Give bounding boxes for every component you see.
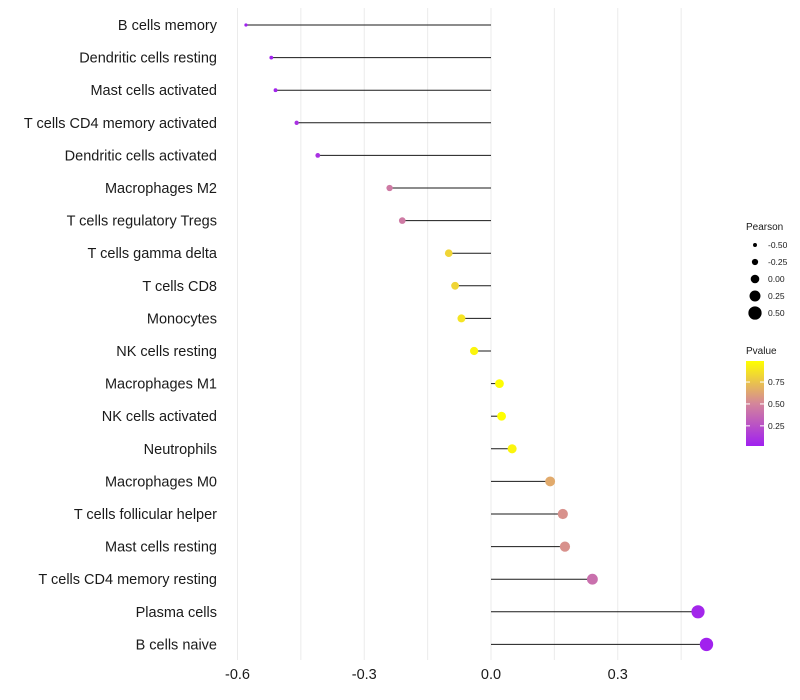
point-3 [294,120,299,125]
category-label-14: Macrophages M0 [105,474,217,490]
legend-pvalue-label-0: 0.25 [768,421,785,431]
category-label-4: Dendritic cells activated [65,148,217,164]
category-label-7: T cells gamma delta [88,246,218,262]
x-tick-label-2: 0.0 [481,667,501,683]
legend-pvalue: Pvalue 0.25 0.50 0.75 [746,346,785,446]
point-9 [457,314,466,323]
grid-lines [237,8,682,660]
category-label-11: Macrophages M1 [105,377,217,393]
lollipop-points [244,23,714,652]
legend-pearson-title: Pearson [746,222,783,233]
category-label-17: T cells CD4 memory resting [38,572,217,588]
category-label-12: NK cells activated [102,409,217,425]
category-label-16: Mast cells resting [105,540,217,556]
legend-pearson-key-0 [753,243,757,247]
category-label-10: NK cells resting [116,344,217,360]
category-label-18: Plasma cells [136,605,217,621]
point-18 [691,605,705,619]
point-4 [315,153,321,158]
legend-pvalue-label-1: 0.50 [768,399,785,409]
point-14 [545,476,556,487]
legend-pearson-label-1: -0.25 [768,257,788,267]
legend-pearson-label-3: 0.25 [768,291,785,301]
legend-pearson-key-2 [750,274,760,284]
point-2 [273,88,278,93]
legend-pearson-key-4 [748,306,762,320]
legend-pearson-label-0: -0.50 [768,240,788,250]
category-label-1: Dendritic cells resting [79,51,217,67]
category-label-8: T cells CD8 [142,279,217,295]
legend-pearson-key-3 [749,290,761,302]
category-label-19: B cells naive [136,637,217,653]
category-labels: B cells memory Dendritic cells resting Mas… [24,18,218,653]
category-label-2: Mast cells activated [90,83,217,99]
category-label-9: Monocytes [147,311,217,327]
x-tick-label-3: 0.3 [608,667,628,683]
legend-pearson: Pearson -0.50 -0.25 0.00 0.25 0.50 [746,222,788,320]
x-axis-tick-labels: -0.6 -0.3 0.0 0.3 [225,667,628,683]
point-0 [244,23,248,27]
point-8 [451,281,459,290]
category-label-5: Macrophages M2 [105,181,217,197]
legend-pearson-label-2: 0.00 [768,274,785,284]
category-label-6: T cells regulatory Tregs [67,214,217,230]
legend-pearson-key-1 [751,258,759,266]
category-label-3: T cells CD4 memory activated [24,116,217,132]
legend-pvalue-label-2: 0.75 [768,377,785,387]
x-tick-label-0: -0.6 [225,667,250,683]
point-19 [699,637,714,652]
point-6 [398,217,406,224]
point-11 [495,379,504,388]
point-15 [557,508,568,520]
x-tick-label-1: -0.3 [352,667,377,683]
point-17 [586,573,598,585]
legend-pvalue-title: Pvalue [746,346,777,357]
category-label-13: Neutrophils [144,442,217,458]
point-5 [386,184,393,192]
point-13 [507,444,517,454]
point-10 [469,346,479,356]
point-7 [444,249,453,258]
category-label-15: T cells follicular helper [74,507,217,523]
point-16 [559,541,571,552]
lollipop-stems [245,24,707,645]
point-12 [497,411,506,421]
point-1 [269,55,274,60]
legend-pearson-label-4: 0.50 [768,308,785,318]
legend-pvalue-colorbar [746,361,764,446]
category-label-0: B cells memory [118,18,218,34]
